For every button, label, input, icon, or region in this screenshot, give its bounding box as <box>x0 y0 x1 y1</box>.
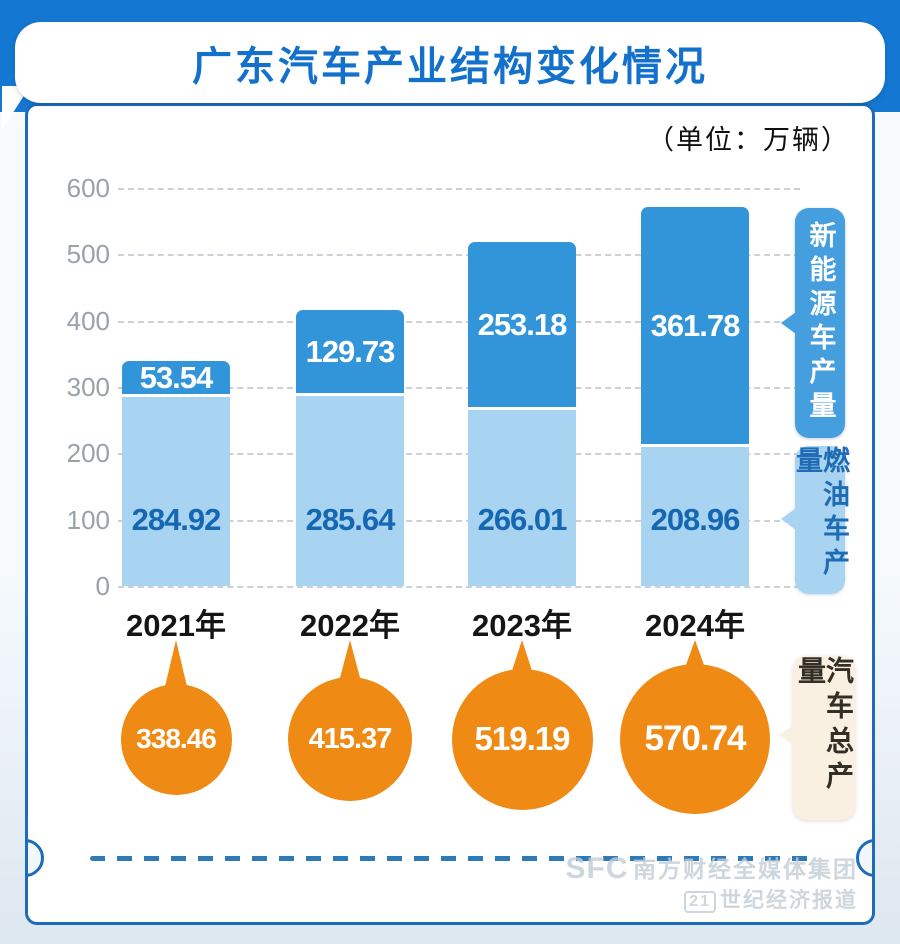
bar-segment-nev: 361.78 <box>641 207 749 444</box>
bar-2024年: 361.78 208.96 <box>641 207 749 586</box>
bar-segment-nev: 253.18 <box>468 242 576 407</box>
x-axis-category-label: 2022年 <box>300 608 400 643</box>
y-axis-tick-label: 100 <box>66 504 110 535</box>
title-banner: 广东汽车产业结构变化情况 <box>15 22 885 103</box>
gridline <box>118 320 800 323</box>
y-axis-tick-label: 400 <box>66 305 110 336</box>
y-axis-tick-label: 500 <box>66 239 110 270</box>
bar-2022年: 129.73 285.64 <box>296 310 404 586</box>
bar-segment-fuel: 266.01 <box>468 410 576 586</box>
callout-tail-left-icon <box>779 724 795 746</box>
bar-segment-fuel: 284.92 <box>122 397 230 586</box>
gridline <box>118 387 800 389</box>
nev-value-label: 53.54 <box>139 359 214 395</box>
watermark-21-badge: 21 <box>684 890 716 913</box>
watermark-brand: SFC <box>565 852 629 885</box>
fuel-value-label: 266.01 <box>477 502 568 537</box>
chart-card: （单位：万辆） 0 100 200 300 400 500 600 53.54 284.92 20… <box>25 103 875 925</box>
bar-segment-nev: 129.73 <box>296 310 404 393</box>
total-value-bubble: 338.46 <box>120 683 232 795</box>
legend-fuel-label: 燃油车产量 <box>792 446 849 582</box>
fuel-value-label: 284.92 <box>131 502 222 537</box>
ticket-notch-right <box>856 839 872 877</box>
fuel-value-label: 208.96 <box>650 502 741 537</box>
y-axis-tick-label: 0 <box>95 571 110 601</box>
bar-segment-nev: 53.54 <box>122 359 230 395</box>
fuel-value-label: 285.64 <box>305 502 396 537</box>
nev-value-label: 361.78 <box>650 307 741 343</box>
watermark-line2: 世纪经济报道 <box>720 888 858 912</box>
x-axis-category-label: 2021年 <box>126 608 226 643</box>
watermark: SFC 南方财经全媒体集团 21 世纪经济报道 <box>566 852 858 913</box>
nev-value-label: 129.73 <box>305 333 396 369</box>
legend-nev-label: 新能源车产量 <box>805 221 836 425</box>
watermark-line1: 南方财经全媒体集团 <box>633 856 858 883</box>
x-axis-category-label: 2024年 <box>645 608 745 643</box>
gridline <box>118 453 800 456</box>
gridline <box>118 586 800 588</box>
unit-label: （单位：万辆） <box>647 125 850 155</box>
gridline <box>118 254 800 257</box>
gridline <box>118 188 800 191</box>
total-value-bubble: 519.19 <box>451 668 593 810</box>
y-axis-tick-label: 300 <box>66 372 110 402</box>
nev-value-label: 253.18 <box>477 306 568 342</box>
total-value-bubble: 415.37 <box>288 677 412 801</box>
callout-tail-left-icon <box>781 312 796 334</box>
legend-total-label: 汽车总产量 <box>795 656 854 796</box>
legend-nev-callout: 新能源车产量 <box>781 208 845 438</box>
x-axis-category-label: 2023年 <box>472 608 572 643</box>
y-axis-tick-label: 200 <box>66 438 110 469</box>
total-value-bubble: 570.74 <box>620 664 770 814</box>
y-axis-tick-label: 600 <box>66 173 110 204</box>
bar-segment-fuel: 208.96 <box>641 447 749 586</box>
bar-2021年: 53.54 284.92 <box>122 359 230 586</box>
page-title: 广东汽车产业结构变化情况 <box>192 44 708 89</box>
bar-segment-fuel: 285.64 <box>296 396 404 586</box>
callout-tail-left-icon <box>781 508 796 530</box>
ticket-notch-left <box>28 839 44 877</box>
gridline <box>118 519 800 522</box>
dashed-separator <box>90 856 812 861</box>
legend-total-callout: 汽车总产量 <box>779 656 855 820</box>
legend-fuel-callout: 燃油车产量 <box>781 446 849 594</box>
bar-2023年: 253.18 266.01 <box>468 242 576 586</box>
